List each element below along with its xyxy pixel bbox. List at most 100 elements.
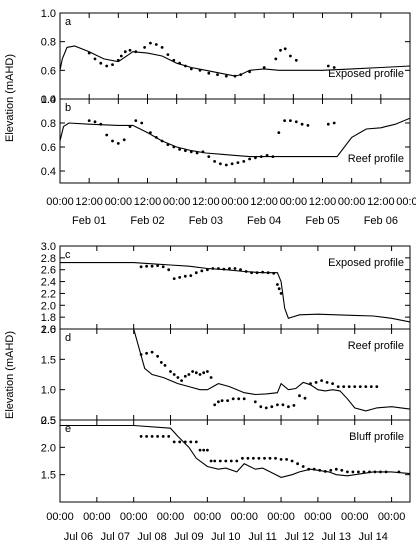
- observation-point: [239, 268, 242, 272]
- observation-point: [217, 400, 220, 404]
- observation-point: [255, 271, 259, 275]
- y-tick-label: 1.5: [41, 470, 56, 482]
- y-tick-label: 2.0: [41, 324, 56, 336]
- top-date-label: Feb 02: [130, 215, 164, 227]
- observation-point: [206, 448, 209, 452]
- observation-point: [239, 73, 243, 76]
- observation-point: [216, 73, 219, 76]
- observation-point: [231, 397, 235, 401]
- bottom-date-label: Jul 12: [285, 531, 314, 543]
- top-date-label: Feb 03: [189, 215, 223, 227]
- bottom-x-tick-label: 00:00: [230, 511, 258, 523]
- observation-point: [279, 458, 283, 461]
- observation-point: [248, 157, 252, 161]
- panel-frame: [59, 419, 411, 503]
- top-x-tick-label: 12:00: [309, 196, 337, 208]
- y-tick-label: 2.0: [41, 442, 56, 454]
- observation-point: [283, 119, 286, 122]
- observation-point: [180, 379, 184, 382]
- panel-letter: c: [65, 249, 71, 261]
- top-x-tick-label: 00:00: [221, 196, 249, 208]
- series-group: [60, 424, 410, 478]
- model-line: [60, 262, 410, 323]
- observation-point: [318, 468, 322, 472]
- observation-point: [198, 373, 202, 376]
- observation-point: [294, 58, 298, 62]
- observation-point: [87, 51, 91, 55]
- observation-point: [183, 374, 187, 378]
- observation-point: [230, 162, 234, 166]
- panel-letter: a: [65, 16, 72, 28]
- observation-point: [224, 74, 228, 78]
- observation-point: [217, 267, 220, 270]
- observation-point: [262, 66, 266, 69]
- bottom-x-tick-label: 00:00: [267, 511, 295, 523]
- observation-point: [246, 456, 250, 460]
- panel-frame: [59, 12, 411, 100]
- top-x-tick-label: 00:00: [105, 196, 133, 208]
- observation-point: [325, 381, 329, 384]
- observation-point: [254, 156, 257, 160]
- observation-point: [198, 448, 202, 452]
- observation-point: [312, 467, 316, 471]
- observation-point: [296, 462, 299, 466]
- observation-point: [362, 470, 366, 474]
- observation-point: [202, 371, 206, 375]
- panel-b: 0.4 0.6 0.8 1.0 b Reef profile: [41, 94, 411, 184]
- observation-point: [279, 292, 283, 295]
- observation-point: [292, 404, 296, 407]
- panel-letter: d: [65, 332, 71, 344]
- observation-point: [159, 361, 163, 364]
- observation-point: [143, 46, 147, 49]
- observation-point: [236, 161, 240, 165]
- y-axis-title-top: Elevation (mAHD): [4, 54, 16, 142]
- top-date-label: Feb 04: [247, 215, 281, 227]
- observation-point: [329, 468, 333, 472]
- observation-point: [285, 458, 288, 461]
- observation-point: [309, 382, 312, 385]
- observation-point: [160, 139, 164, 143]
- observation-point: [99, 122, 103, 126]
- observation-point: [167, 435, 171, 438]
- observation-point: [116, 58, 120, 62]
- observation-point: [206, 268, 209, 272]
- observation-point: [220, 399, 224, 402]
- observation-point: [244, 270, 248, 273]
- y-tick-label: 0.6: [41, 65, 56, 77]
- observation-point: [161, 435, 165, 438]
- y-tick-label: 1.0: [41, 385, 56, 397]
- profile-label: Bluff profile: [349, 431, 404, 443]
- bottom-date-label: Jul 07: [101, 531, 130, 543]
- observation-point: [178, 61, 182, 65]
- observation-point: [123, 50, 127, 54]
- observation-point: [140, 121, 144, 125]
- observation-point: [218, 459, 222, 463]
- observation-point: [346, 470, 349, 474]
- observation-point: [326, 64, 330, 68]
- observation-point: [233, 74, 237, 78]
- top-x-tick-label: 00:00: [396, 196, 416, 208]
- observation-point: [271, 155, 275, 159]
- observation-point: [201, 150, 205, 154]
- observation-point: [128, 125, 132, 128]
- top-date-label: Feb 05: [305, 215, 339, 227]
- observation-point: [145, 351, 149, 355]
- observation-point: [250, 271, 254, 275]
- observation-point: [93, 57, 97, 61]
- model-line: [60, 117, 410, 158]
- profile-label: Exposed profile: [328, 257, 404, 269]
- observation-point: [105, 64, 109, 68]
- observation-point: [252, 456, 255, 460]
- y-tick-label: 0.4: [41, 166, 56, 178]
- observation-point: [306, 124, 310, 127]
- bottom-date-label: Jul 10: [211, 531, 240, 543]
- bottom-x-tick-label: 00:00: [157, 511, 185, 523]
- observation-point: [301, 465, 305, 468]
- observation-point: [331, 382, 334, 385]
- observation-point: [163, 364, 167, 367]
- y-tick-label: 2.4: [41, 277, 56, 289]
- observation-point: [277, 131, 281, 135]
- top-date-label: Feb 06: [364, 215, 398, 227]
- observation-point: [119, 54, 123, 58]
